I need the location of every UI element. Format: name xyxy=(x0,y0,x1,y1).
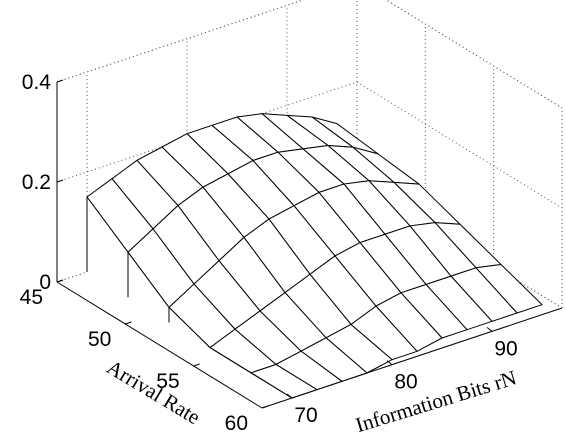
y-tick-label: 55 xyxy=(156,370,179,393)
y-tick xyxy=(193,363,200,367)
y-tick-label: 50 xyxy=(88,328,111,351)
curtain-edge xyxy=(209,347,252,374)
grid-line xyxy=(385,0,563,109)
surface xyxy=(86,113,543,399)
x-tick xyxy=(386,360,393,366)
x-tick-label: 70 xyxy=(294,404,317,427)
grid-line xyxy=(56,0,305,83)
z-tick xyxy=(56,179,64,183)
z-tick xyxy=(56,79,64,83)
y-tick xyxy=(261,405,269,409)
x-axis-label: Information Bits rN xyxy=(353,365,520,437)
grid-line xyxy=(56,81,358,183)
x-axis xyxy=(261,307,563,409)
x-tick xyxy=(486,326,493,332)
y-tick xyxy=(56,279,64,283)
x-tick xyxy=(286,393,293,399)
curtain-edge xyxy=(250,372,293,399)
z-tick-label: 0 xyxy=(39,271,51,294)
box-edge xyxy=(385,0,563,109)
curtain-edge xyxy=(127,251,170,308)
grid-line xyxy=(356,81,563,209)
box-edge xyxy=(56,0,305,83)
curtain-edge xyxy=(86,196,129,253)
y-tick-label: 45 xyxy=(20,286,43,309)
y-axis-label: Arrival Rate xyxy=(103,355,205,429)
x-tick-label: 90 xyxy=(494,337,517,360)
curtain-edge xyxy=(168,307,211,348)
y-tick-label: 60 xyxy=(225,412,248,435)
y-tick xyxy=(125,321,132,325)
z-tick-label: 0.4 xyxy=(22,71,52,94)
z-tick-label: 0.2 xyxy=(22,171,51,194)
y-axis xyxy=(56,281,263,409)
x-tick-label: 80 xyxy=(394,371,417,394)
